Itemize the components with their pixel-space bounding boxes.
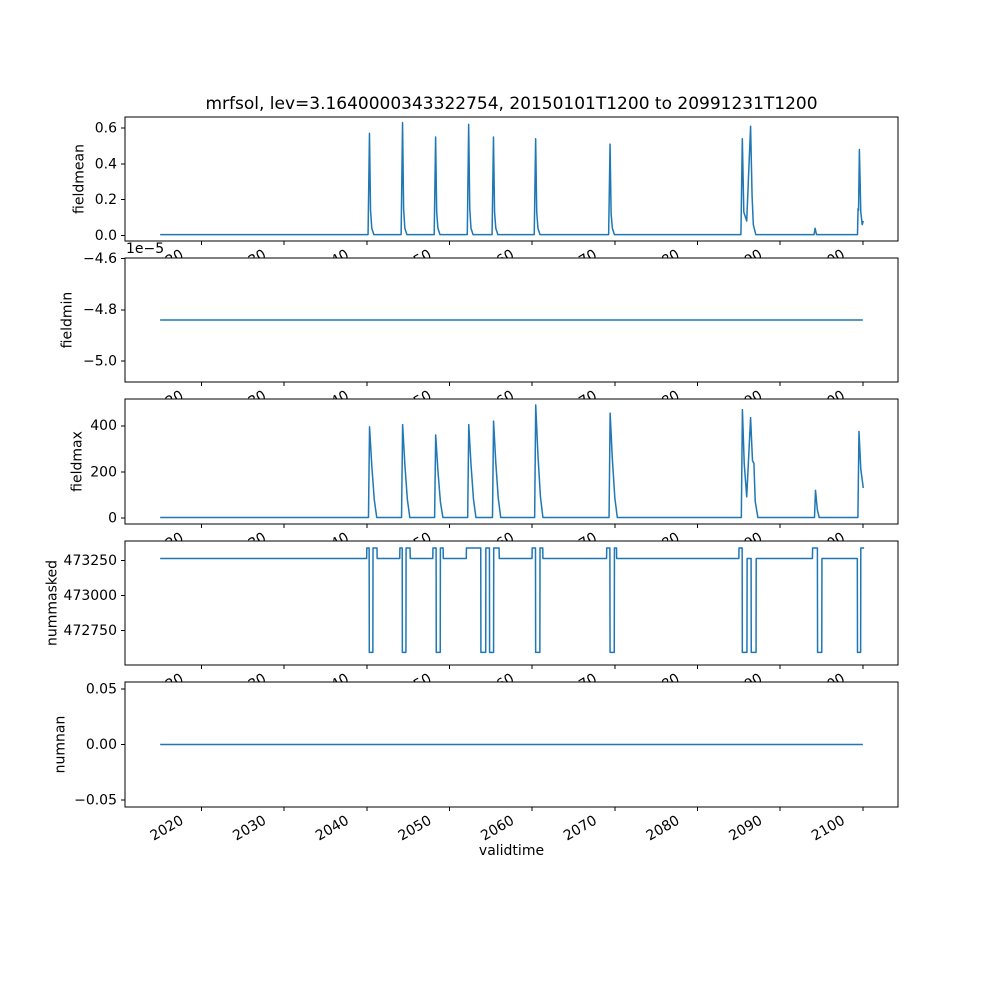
subplot-nummasked: 2020203020402050206020702080209021004727… <box>44 540 899 702</box>
y-ticks: −4.6 −4.8 −5.0 <box>83 251 125 369</box>
subplot-fieldmean: 2020203020402050206020702080209021000.00… <box>71 116 899 278</box>
x-axis-label: validtime <box>478 843 545 859</box>
x-tick-label: 2100 <box>809 813 848 845</box>
y-tick-label: −4.8 <box>83 302 117 318</box>
y-tick-label: 0.05 <box>86 682 117 698</box>
series-nummasked-line <box>160 547 865 654</box>
series-fieldmean-line <box>160 121 864 236</box>
x-ticks: 2020 2030 2040 2050 2060 2070 2080 2090 2100 <box>148 807 864 845</box>
y-tick-label: −0.05 <box>74 792 117 808</box>
axes-frame <box>124 398 899 525</box>
y-tick-label: −4.6 <box>83 251 117 267</box>
y-axis-label-fieldmean: fieldmean <box>71 144 87 214</box>
axes-frame <box>124 540 899 666</box>
x-tick-label: 2090 <box>726 813 765 845</box>
axes-frame <box>124 116 899 242</box>
x-tick-label: 2050 <box>396 813 435 845</box>
y-tick-label: −5.0 <box>83 353 117 369</box>
y-axis-label-fieldmax: fieldmax <box>69 431 85 492</box>
x-tick-label: 2060 <box>478 813 517 845</box>
y-axis-label-fieldmin: fieldmin <box>59 292 75 349</box>
y-tick-label: 0.00 <box>86 737 117 753</box>
y-ticks: −0.05 0.00 0.05 <box>74 682 125 808</box>
x-tick-label: 2080 <box>644 813 683 845</box>
y-axis-label-numnan: numnan <box>52 716 68 774</box>
subplot-numnan: 2020 2030 2040 2050 2060 2070 2080 2090 2100 −0.0… <box>52 681 899 845</box>
y-ticks: 0.0 0.2 0.4 0.6 <box>95 120 125 244</box>
y-tick-label: 0 <box>108 510 117 526</box>
x-tick-label: 2020 <box>148 813 187 845</box>
y-tick-label: 400 <box>90 418 117 434</box>
x-tick-label: 2040 <box>313 813 352 845</box>
y-tick-label: 473250 <box>64 553 117 569</box>
y-tick-label: 472750 <box>64 623 117 639</box>
y-tick-label: 200 <box>90 464 117 480</box>
chart-title: mrfsol, lev=3.1640000343322754, 20150101… <box>205 94 818 114</box>
y-tick-label: 0.4 <box>95 156 117 172</box>
y-tick-label: 0.0 <box>95 228 117 244</box>
series-fieldmax-line <box>160 404 865 519</box>
y-tick-label: 0.6 <box>95 120 117 136</box>
x-tick-label: 2030 <box>230 813 269 845</box>
y-axis-offset-text: 1e−5 <box>126 241 164 257</box>
y-ticks: 0 200 400 <box>90 418 125 526</box>
y-tick-label: 0.2 <box>95 192 117 208</box>
subplot-fieldmin: 202020302040205020602070208020902100−4.6… <box>59 241 899 419</box>
y-ticks: 472750 473000 473250 <box>64 553 125 639</box>
subplot-fieldmax: 2020203020402050206020702080209021000200… <box>69 398 899 561</box>
y-axis-label-nummasked: nummasked <box>44 560 60 646</box>
x-tick-label: 2070 <box>561 813 600 845</box>
y-tick-label: 473000 <box>64 588 117 604</box>
